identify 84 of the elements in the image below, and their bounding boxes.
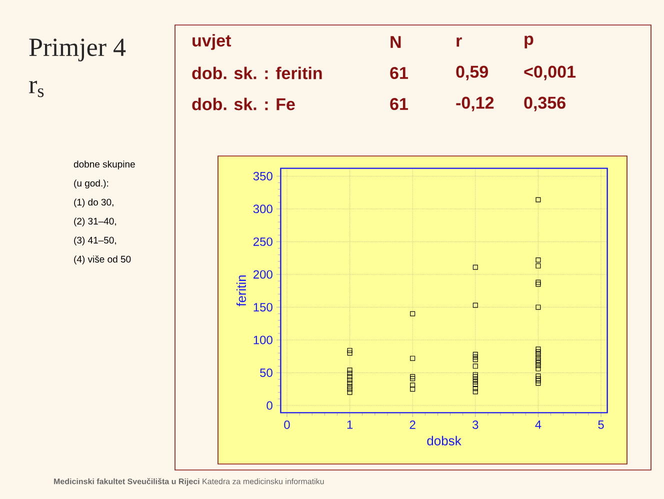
text: 61 (390, 66, 408, 80)
point (536, 282, 541, 287)
x-tick-label: 2 (410, 420, 416, 429)
point (347, 386, 352, 392)
text: dobne skupine (74, 160, 135, 170)
point (410, 386, 416, 392)
point (347, 390, 352, 395)
point (472, 374, 478, 380)
chart-title: Primjer 4 (29, 38, 126, 62)
text: r (456, 37, 462, 47)
text: dob. sk. : Fe (192, 98, 295, 110)
point (410, 382, 416, 388)
point (472, 379, 478, 384)
x-tick-label: 5 (598, 420, 604, 429)
point (536, 280, 541, 285)
x-tick-label: 0 (284, 420, 290, 429)
text: Medicinski fakultet Sveučilišta u Rijeci Katedra za medicinsku informatiku (54, 478, 324, 486)
point (536, 360, 541, 366)
point (472, 382, 478, 388)
point (536, 304, 541, 310)
point (472, 302, 478, 308)
text: (4) više od 50 (74, 256, 131, 264)
text: p (524, 36, 534, 48)
text: (3) 41–50, (74, 236, 116, 246)
point (536, 380, 541, 386)
text: (u god.): (74, 180, 108, 188)
point (536, 352, 541, 357)
point (410, 376, 416, 382)
point (347, 380, 352, 386)
y-tick-label: 300 (253, 204, 272, 214)
text: (1) do 30, (74, 198, 114, 208)
x-tick-label: 3 (472, 420, 478, 429)
point (472, 372, 478, 378)
point (347, 377, 352, 382)
point (472, 354, 478, 360)
text: dob. sk. : feritin (192, 66, 322, 80)
point (410, 311, 416, 316)
point (472, 352, 478, 357)
text: r$_{s}$ (29, 80, 44, 98)
point (536, 355, 541, 360)
text: 0,59 (456, 66, 488, 80)
point (410, 374, 416, 380)
point (536, 376, 541, 382)
point (536, 346, 541, 352)
x-tick-label: 1 (347, 420, 353, 429)
x-axis-title: dobsk (427, 436, 462, 446)
y-tick-label: 50 (260, 368, 272, 377)
point (347, 350, 352, 356)
text: (2) 31–40, (74, 218, 116, 226)
text: 61 (390, 98, 408, 110)
text: <0,001 (524, 66, 576, 80)
y-tick-label: 100 (254, 336, 272, 344)
y-tick-label: 350 (253, 172, 272, 180)
point (347, 370, 352, 376)
point (347, 368, 352, 373)
y-axis-title: feritin (236, 275, 246, 306)
point (536, 358, 541, 363)
point (536, 263, 541, 268)
text: -0,12 (456, 96, 494, 112)
point (536, 378, 541, 384)
point (347, 374, 352, 380)
point (472, 386, 478, 391)
y-tick-label: 150 (254, 302, 272, 312)
point (472, 357, 478, 362)
point (347, 384, 352, 389)
point (347, 348, 352, 353)
point (536, 374, 541, 379)
point (472, 264, 478, 270)
point (472, 364, 478, 369)
x-tick-label: 4 (535, 420, 542, 429)
point (410, 356, 416, 361)
text: uvjet (192, 34, 232, 50)
point (472, 376, 478, 382)
point (536, 258, 541, 263)
point (536, 197, 541, 202)
point (536, 349, 541, 354)
y-tick-label: 250 (253, 237, 272, 246)
text: N (390, 36, 401, 48)
y-tick-label: 0 (266, 401, 272, 410)
y-tick-label: 200 (253, 270, 272, 279)
point (472, 389, 478, 394)
point (536, 366, 541, 372)
point (536, 363, 541, 368)
text: 0,356 (524, 96, 566, 112)
